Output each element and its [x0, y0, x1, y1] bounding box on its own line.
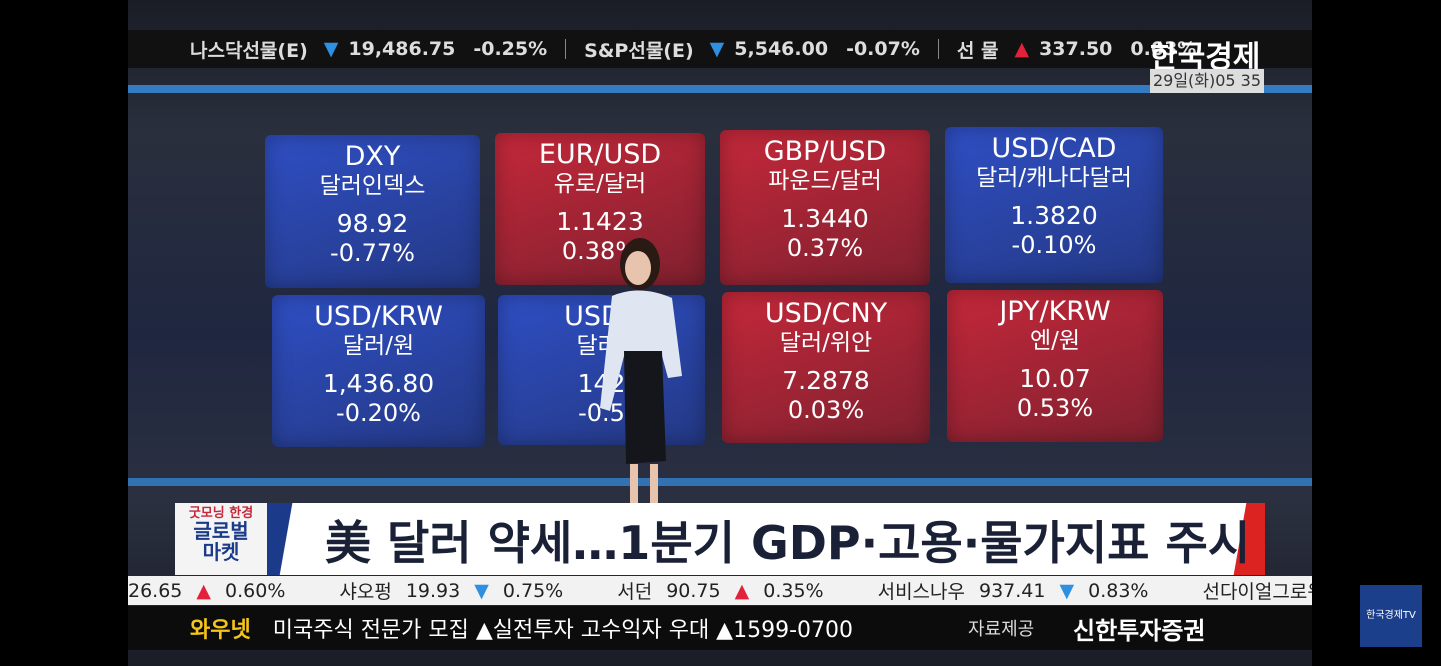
program-line: 마켓 — [202, 539, 240, 564]
stock-value: 19.93 — [405, 579, 461, 602]
fx-value: 1,436.80 — [322, 368, 435, 398]
fx-code: DXY — [344, 141, 401, 172]
fx-code: EUR/USD — [538, 139, 662, 170]
stock-value: 26.65 — [128, 579, 183, 602]
presenter — [600, 238, 682, 504]
fx-panel: GBP/USD 파운드/달러 1.3440 0.37% — [720, 130, 930, 285]
program-line: 글로벌 — [193, 518, 249, 543]
stock-arrow: ▲ — [196, 579, 212, 602]
stock-ticker: 26.65 ▲ 0.60% 샤오펑 19.93 ▼ 0.75% 서던 90.75 ▲ 0.35% 서비… — [128, 576, 1312, 605]
fx-panel: USD/CNY 달러/위안 7.2878 0.03% — [722, 292, 930, 443]
fx-change: 0.37% — [786, 233, 864, 262]
headline: 美 달러 약세…1분기 GDP·고용·물가지표 주시 — [325, 516, 1251, 570]
stock-value: 90.75 — [666, 579, 721, 602]
channel-logo: 한국경제TV — [1360, 585, 1422, 647]
stock-name: 서던 — [617, 581, 653, 603]
fx-value: 1.3440 — [781, 203, 869, 233]
program-line: 굿모닝 한경 — [188, 506, 254, 521]
fx-value: 1.3820 — [1010, 200, 1098, 230]
time: 29일(화)05 35 — [1150, 69, 1264, 93]
label: 와우넷 — [190, 618, 251, 643]
stock-arrow: ▼ — [1059, 579, 1075, 602]
ticker-name: 선 물 — [956, 39, 999, 62]
fx-code: USD/CNY — [764, 298, 888, 329]
fx-name: 파운드/달러 — [768, 168, 882, 195]
message: 미국주식 전문가 모집 ▲실전투자 고수익자 우대 ▲1599-0700 — [272, 618, 854, 643]
deco — [267, 503, 317, 575]
light-bar — [128, 478, 1312, 486]
fx-panel: DXY 달러인덱스 98.92 -0.77% — [265, 135, 480, 288]
ticker-arrow: ▼ — [709, 38, 725, 60]
top-ticker: 나스닥선물(E) ▼ 19,486.75 -0.25% S&P선물(E) ▼ 5,546.0… — [128, 30, 1312, 68]
fx-panel: JPY/KRW 엔/원 10.07 0.53% — [947, 290, 1163, 442]
stock-change: 0.60% — [225, 579, 286, 602]
ticker-value: 337.50 — [1039, 38, 1113, 60]
fx-name: 달러인덱스 — [319, 173, 426, 200]
fx-change: -0.20% — [336, 398, 421, 427]
fx-code: USD/CAD — [991, 133, 1117, 164]
ticker-change: 0.03% — [1130, 38, 1197, 60]
fx-value: 7.2878 — [782, 365, 870, 395]
stock-arrow: ▲ — [734, 579, 750, 602]
ticker-value: 5,546.00 — [734, 38, 829, 60]
fx-code: JPY/KRW — [999, 296, 1111, 327]
light-bar — [128, 85, 1312, 93]
stock-name: 서비스나우 — [877, 581, 965, 603]
fx-name: 달러/캐나다달러 — [976, 165, 1132, 192]
ticker-value: 19,486.75 — [348, 38, 456, 60]
fx-panel: USD/CAD 달러/캐나다달러 1.3820 -0.10% — [945, 127, 1163, 283]
stock-arrow: ▼ — [474, 579, 489, 602]
ticker-name: S&P선물(E) — [584, 39, 694, 62]
fx-code: USD/KRW — [314, 301, 443, 332]
fx-code: GBP/USD — [763, 136, 887, 167]
fx-name: 달러/원 — [342, 333, 415, 360]
fx-value: 10.07 — [1019, 363, 1091, 393]
stock-change: 0.35% — [763, 579, 824, 602]
stock-value: 937.41 — [979, 579, 1046, 602]
fx-change: 0.53% — [1016, 393, 1094, 422]
fx-value: 1.1423 — [556, 206, 644, 236]
fx-change: -0.10% — [1011, 230, 1097, 259]
deco — [1225, 503, 1265, 575]
headline-bar: 굿모닝 한경 글로벌 마켓 美 달러 약세…1분기 GDP·고용·물가지표 주시 — [175, 503, 1265, 575]
fx-panel: USD/KRW 달러/원 1,436.80 -0.20% — [272, 295, 485, 447]
ticker-change: -0.07% — [846, 38, 920, 60]
divider — [565, 39, 567, 59]
fx-change: -0.77% — [330, 238, 415, 267]
divider — [937, 39, 939, 59]
fx-name: 달러/위안 — [779, 330, 873, 357]
source-label: 자료제공 — [968, 619, 1035, 640]
fx-value: 98.92 — [336, 208, 409, 238]
fx-name: 유로/달러 — [553, 171, 647, 198]
program-logo: 굿모닝 한경 글로벌 마켓 — [175, 503, 267, 575]
stock-name: 샤오펑 — [339, 581, 392, 603]
ticker-arrow: ▲ — [1014, 38, 1030, 60]
stock-name: 선다이얼그로워 — [1202, 581, 1312, 603]
ticker-arrow: ▼ — [323, 38, 339, 60]
bottom-bar: 와우넷 미국주식 전문가 모집 ▲실전투자 고수익자 우대 ▲1599-0700… — [128, 606, 1312, 650]
ticker-change: -0.25% — [473, 38, 548, 60]
ticker-name: 나스닥선물(E) — [190, 39, 308, 62]
source: 신한투자증권 — [1073, 616, 1206, 645]
stock-change: 0.75% — [502, 579, 564, 602]
fx-name: 엔/원 — [1029, 328, 1081, 355]
stock-change: 0.83% — [1088, 579, 1149, 602]
fx-change: 0.03% — [787, 395, 865, 424]
